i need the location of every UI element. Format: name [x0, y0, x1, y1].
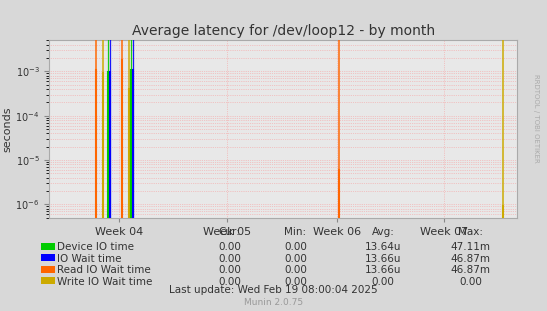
Text: Avg:: Avg:	[371, 227, 394, 237]
Text: 0.00: 0.00	[284, 242, 307, 252]
Y-axis label: seconds: seconds	[3, 106, 13, 152]
Text: 46.87m: 46.87m	[450, 265, 491, 275]
Text: Read IO Wait time: Read IO Wait time	[57, 265, 151, 275]
Text: Device IO time: Device IO time	[57, 242, 135, 252]
Text: 13.64u: 13.64u	[365, 242, 401, 252]
Text: 13.66u: 13.66u	[365, 254, 401, 264]
Text: 0.00: 0.00	[459, 277, 482, 287]
Text: Cur:: Cur:	[219, 227, 241, 237]
Text: Munin 2.0.75: Munin 2.0.75	[244, 298, 303, 307]
Text: 0.00: 0.00	[218, 277, 241, 287]
Text: 13.66u: 13.66u	[365, 265, 401, 275]
Text: 0.00: 0.00	[218, 254, 241, 264]
Text: Last update: Wed Feb 19 08:00:04 2025: Last update: Wed Feb 19 08:00:04 2025	[169, 285, 378, 295]
Text: Write IO Wait time: Write IO Wait time	[57, 277, 153, 287]
Text: Min:: Min:	[284, 227, 306, 237]
Text: Max:: Max:	[458, 227, 483, 237]
Text: 0.00: 0.00	[284, 277, 307, 287]
Text: 0.00: 0.00	[218, 265, 241, 275]
Text: 0.00: 0.00	[284, 254, 307, 264]
Text: 0.00: 0.00	[284, 265, 307, 275]
Text: RRDTOOL / TOBI OETIKER: RRDTOOL / TOBI OETIKER	[533, 74, 539, 163]
Text: 47.11m: 47.11m	[450, 242, 491, 252]
Text: 0.00: 0.00	[218, 242, 241, 252]
Text: 46.87m: 46.87m	[450, 254, 491, 264]
Text: 0.00: 0.00	[371, 277, 394, 287]
Text: IO Wait time: IO Wait time	[57, 254, 122, 264]
Title: Average latency for /dev/loop12 - by month: Average latency for /dev/loop12 - by mon…	[131, 24, 435, 38]
